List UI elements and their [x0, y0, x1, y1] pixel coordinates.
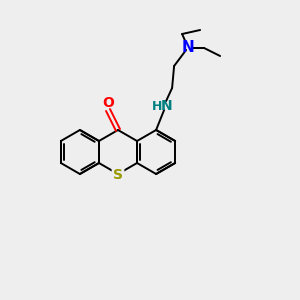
Text: N: N [182, 40, 194, 56]
Text: H: H [152, 100, 162, 112]
Text: N: N [160, 99, 172, 113]
Text: O: O [102, 96, 114, 110]
Text: S: S [113, 168, 123, 182]
